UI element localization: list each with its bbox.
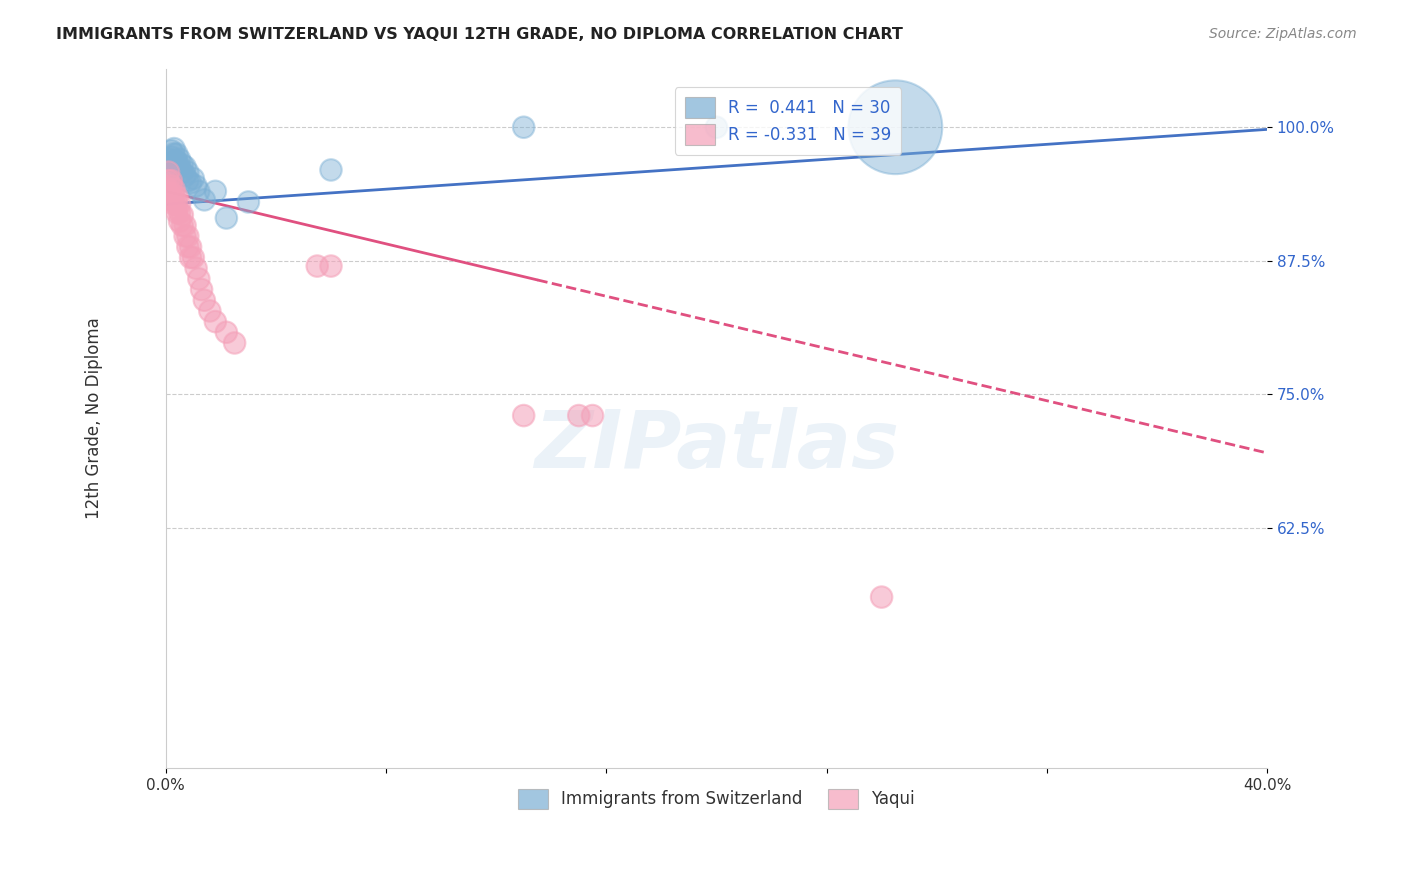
Point <box>166 189 188 203</box>
Point <box>319 259 342 273</box>
Point <box>238 194 260 209</box>
Point <box>177 240 200 254</box>
Point <box>169 205 191 219</box>
Point <box>160 186 183 201</box>
Point <box>193 293 215 308</box>
Text: Source: ZipAtlas.com: Source: ZipAtlas.com <box>1209 27 1357 41</box>
Point <box>180 176 202 190</box>
Point <box>177 165 200 179</box>
Legend: Immigrants from Switzerland, Yaqui: Immigrants from Switzerland, Yaqui <box>512 782 921 815</box>
Point <box>163 142 186 156</box>
Point <box>204 315 226 329</box>
Point <box>163 154 186 169</box>
Point <box>169 214 191 228</box>
Point <box>215 211 238 225</box>
Point <box>187 184 209 198</box>
Point <box>884 120 907 135</box>
Point <box>174 229 197 244</box>
Y-axis label: 12th Grade, No Diploma: 12th Grade, No Diploma <box>86 318 103 519</box>
Point <box>174 169 197 183</box>
Point <box>163 182 186 196</box>
Point <box>215 326 238 340</box>
Point <box>160 178 183 193</box>
Point <box>172 219 194 233</box>
Point <box>512 120 534 135</box>
Point <box>512 409 534 423</box>
Point <box>157 153 180 167</box>
Point <box>183 171 205 186</box>
Point <box>163 147 186 161</box>
Point <box>166 161 188 175</box>
Point <box>204 184 226 198</box>
Point <box>177 174 200 188</box>
Point <box>706 120 728 135</box>
Point <box>180 240 202 254</box>
Point <box>169 160 191 174</box>
Point <box>160 144 183 158</box>
Point <box>198 304 221 318</box>
Point <box>172 208 194 222</box>
Point <box>184 261 207 276</box>
Point <box>160 150 183 164</box>
Point <box>157 174 180 188</box>
Point <box>163 188 186 202</box>
Point <box>319 163 342 178</box>
Point <box>166 197 188 211</box>
Point <box>870 590 893 604</box>
Point <box>174 160 197 174</box>
Point <box>157 182 180 196</box>
Point <box>163 197 186 211</box>
Point <box>169 197 191 211</box>
Point <box>160 193 183 207</box>
Point <box>190 283 212 297</box>
Point <box>166 154 188 169</box>
Point <box>169 153 191 167</box>
Text: ZIPatlas: ZIPatlas <box>534 408 898 485</box>
Point <box>581 409 603 423</box>
Point <box>172 158 194 172</box>
Point <box>163 163 186 178</box>
Point <box>172 165 194 179</box>
Point <box>180 251 202 265</box>
Point <box>174 219 197 233</box>
Point <box>157 165 180 179</box>
Point <box>224 335 246 350</box>
Point <box>184 178 207 193</box>
Text: IMMIGRANTS FROM SWITZERLAND VS YAQUI 12TH GRADE, NO DIPLOMA CORRELATION CHART: IMMIGRANTS FROM SWITZERLAND VS YAQUI 12T… <box>56 27 903 42</box>
Point <box>160 174 183 188</box>
Point <box>166 147 188 161</box>
Point <box>193 193 215 207</box>
Point <box>177 229 200 244</box>
Point <box>183 251 205 265</box>
Point <box>187 272 209 286</box>
Point <box>568 409 591 423</box>
Point <box>307 259 329 273</box>
Point <box>166 205 188 219</box>
